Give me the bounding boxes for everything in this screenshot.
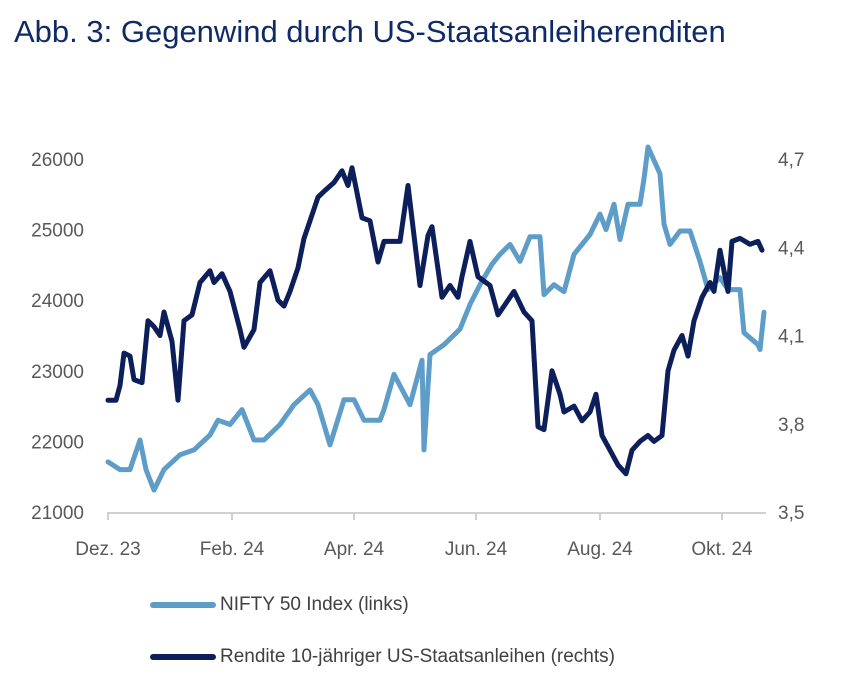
x-axis-tick-label: Dez. 23 [75, 539, 140, 560]
series-line-nifty [105, 144, 767, 493]
legend-item-yield: Rendite 10-jähriger US-Staatsanleihen (r… [150, 646, 615, 668]
right-axis-tick-label: 4,4 [778, 238, 805, 259]
x-axis-tick-label: Aug. 24 [567, 539, 633, 560]
x-axis-tick-label: Okt. 24 [691, 539, 753, 560]
left-axis-tick-label: 25000 [31, 221, 84, 242]
x-axis: Dez. 23 Feb. 24 Apr. 24 Jun. 24 Aug. 24 Okt. … [75, 512, 766, 560]
legend-swatch-yield [150, 654, 216, 660]
left-axis-tick-label: 21000 [31, 503, 84, 524]
x-axis-tick-label: Jun. 24 [445, 539, 508, 560]
left-axis: 21000 22000 23000 24000 25000 26000 [31, 150, 84, 524]
series-line-yield [105, 165, 765, 477]
legend-item-nifty: NIFTY 50 Index (links) [150, 594, 409, 616]
right-axis: 3,5 3,8 4,1 4,4 4,7 [778, 150, 805, 524]
legend-label-yield: Rendite 10-jähriger US-Staatsanleihen (r… [220, 646, 615, 667]
chart-title: Abb. 3: Gegenwind durch US-Staatsanleihe… [14, 14, 726, 49]
right-axis-tick-label: 4,7 [778, 150, 804, 171]
legend-label-nifty: NIFTY 50 Index (links) [220, 594, 409, 615]
left-axis-tick-label: 23000 [31, 362, 84, 383]
right-axis-tick-label: 3,8 [778, 415, 804, 436]
x-axis-tick-label: Apr. 24 [324, 539, 385, 560]
right-axis-tick-label: 3,5 [778, 503, 804, 524]
legend-swatch-nifty [150, 602, 216, 608]
left-axis-tick-label: 24000 [31, 291, 84, 312]
left-axis-tick-label: 26000 [31, 150, 84, 171]
right-axis-tick-label: 4,1 [778, 327, 804, 348]
left-axis-tick-label: 22000 [31, 432, 84, 453]
x-axis-tick-label: Feb. 24 [200, 539, 265, 560]
plot-area [105, 144, 767, 493]
